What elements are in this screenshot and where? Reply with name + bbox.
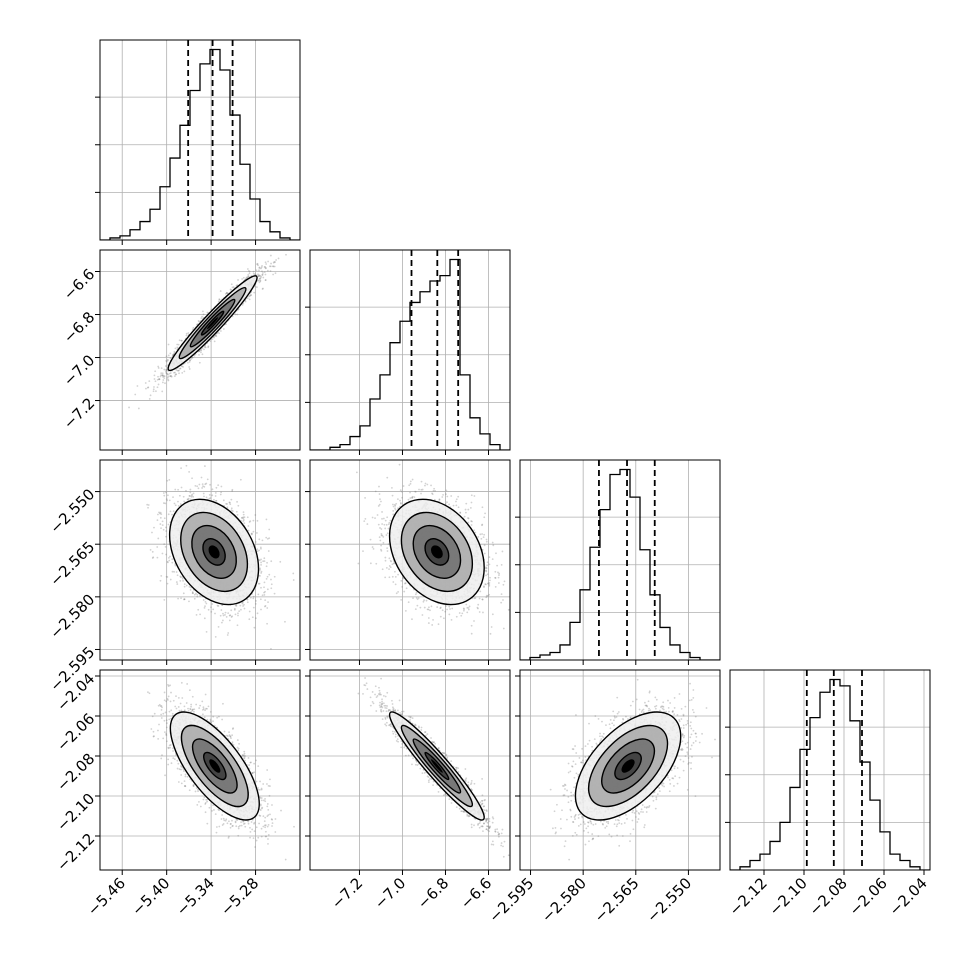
x-tick-label: −2.10 bbox=[766, 874, 811, 919]
x-tick-label: −6.6 bbox=[457, 874, 495, 912]
panel-r3-c0: −2.12−2.10−2.08−2.06−2.04−5.46 −5.40 −5.34… bbox=[53, 669, 301, 919]
panel-r3-c3: −2.12−2.10−2.08−2.06−2.04 bbox=[725, 669, 931, 919]
axes-frame bbox=[519, 669, 721, 871]
y-tick-label: −2.12 bbox=[53, 830, 98, 875]
x-tick-label: −2.595 bbox=[485, 874, 537, 926]
x-tick-label: −5.40 bbox=[128, 874, 173, 919]
axes-frame bbox=[519, 459, 721, 661]
x-tick-label: −2.04 bbox=[886, 874, 931, 919]
axes-frame bbox=[729, 669, 931, 871]
density-peak bbox=[430, 759, 443, 773]
axes-frame bbox=[99, 669, 301, 871]
x-tick-label: −7.0 bbox=[371, 874, 409, 912]
panel-r3-c2: −2.595 −2.580 −2.565 −2.550 bbox=[485, 669, 721, 926]
panel-r0-c0 bbox=[95, 39, 301, 245]
histogram-p3 bbox=[520, 468, 720, 660]
axes-frame bbox=[99, 249, 301, 451]
x-tick-label: −2.06 bbox=[846, 874, 891, 919]
panel-r1-c0: −7.2 −7.0 −6.8 −6.6 bbox=[60, 249, 301, 455]
y-tick-label: −2.06 bbox=[53, 710, 98, 755]
density-peak bbox=[209, 759, 221, 773]
density-peak bbox=[208, 545, 220, 559]
x-tick-label: −2.08 bbox=[806, 874, 851, 919]
histogram-p2 bbox=[310, 258, 510, 450]
x-tick-label: −2.580 bbox=[538, 874, 590, 926]
density-peak bbox=[207, 317, 219, 330]
y-tick-label: −2.565 bbox=[46, 538, 98, 590]
axes-frame bbox=[309, 459, 511, 661]
panel-r2-c2 bbox=[515, 459, 721, 665]
y-tick-label: −2.10 bbox=[53, 790, 98, 835]
x-tick-label: −2.12 bbox=[726, 874, 771, 919]
y-tick-label: −2.580 bbox=[46, 590, 98, 642]
axes-frame bbox=[99, 39, 301, 241]
density-peak bbox=[621, 759, 635, 773]
panel-r3-c1: −7.2 −7.0 −6.8 −6.6 bbox=[305, 669, 511, 913]
y-tick-label: −2.550 bbox=[46, 485, 98, 537]
panel-r2-c0: −2.595−2.580−2.565−2.550 bbox=[46, 459, 301, 695]
density-peak bbox=[430, 545, 443, 559]
x-tick-label: −2.550 bbox=[643, 874, 695, 926]
panel-r2-c1 bbox=[305, 459, 511, 665]
axes-frame bbox=[309, 669, 511, 871]
y-tick-label: −7.0 bbox=[60, 351, 98, 389]
x-tick-label: −2.565 bbox=[591, 874, 643, 926]
axes-frame bbox=[309, 249, 511, 451]
axes-frame bbox=[99, 459, 301, 661]
x-tick-label: −7.2 bbox=[328, 874, 366, 912]
histogram-p1 bbox=[100, 48, 300, 240]
y-tick-label: −2.08 bbox=[53, 750, 98, 795]
x-tick-label: −5.46 bbox=[84, 874, 129, 919]
histogram-p4 bbox=[730, 678, 930, 870]
panel-r1-c1 bbox=[305, 249, 511, 455]
x-tick-label: −5.34 bbox=[173, 874, 218, 919]
x-tick-label: −6.8 bbox=[414, 874, 452, 912]
x-tick-label: −5.28 bbox=[217, 874, 262, 919]
y-tick-label: −6.8 bbox=[60, 308, 98, 346]
y-tick-label: −7.2 bbox=[60, 394, 98, 432]
y-tick-label: −6.6 bbox=[60, 265, 98, 303]
